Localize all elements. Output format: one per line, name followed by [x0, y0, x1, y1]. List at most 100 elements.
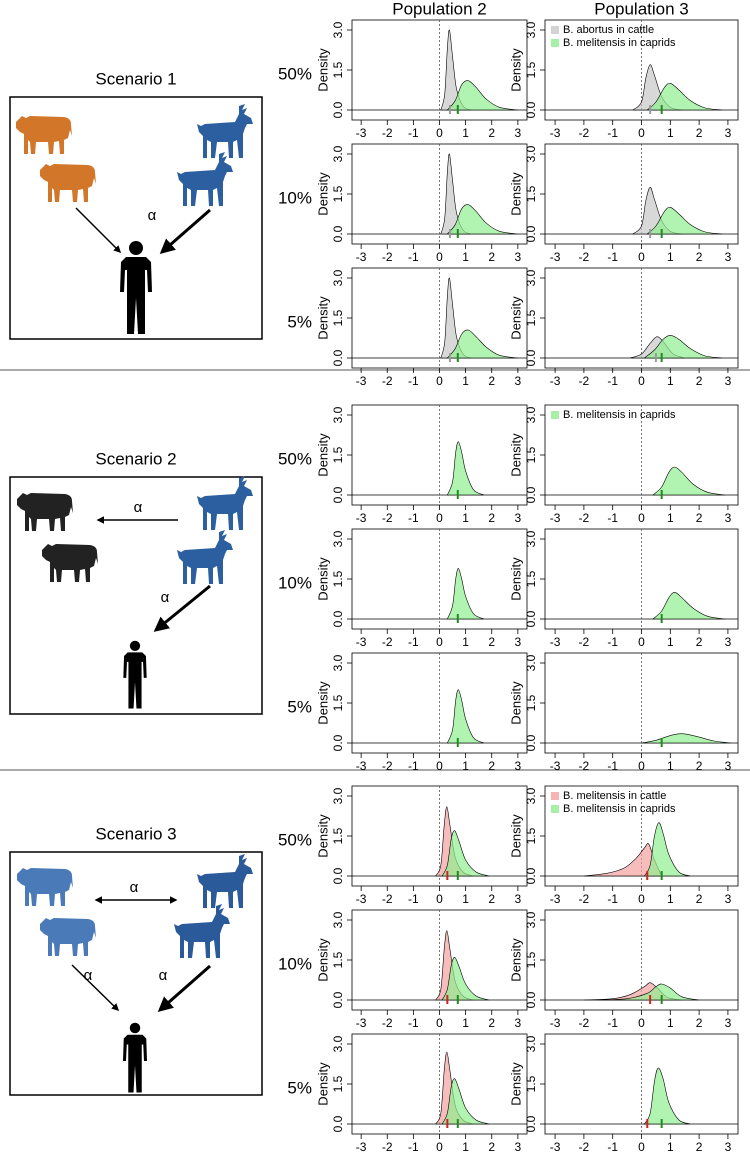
y-tick-label: 1.5 [331, 570, 345, 587]
y-tick-label: 1.5 [331, 185, 345, 202]
x-tick-label: -3 [550, 1140, 561, 1154]
x-tick-label: -3 [356, 1140, 367, 1154]
y-tick-label: 1.5 [331, 1075, 345, 1092]
x-tick-label: 2 [696, 374, 703, 388]
density-area [446, 80, 518, 111]
x-tick-label: -1 [607, 1016, 618, 1030]
density-area [446, 441, 485, 496]
row-label: 5% [287, 1078, 312, 1097]
x-tick-label: -2 [382, 1016, 393, 1030]
y-tick-label: 3.0 [331, 21, 345, 38]
y-tick-label: 3.0 [524, 145, 538, 162]
x-tick-label: -3 [550, 374, 561, 388]
x-tick-label: -1 [607, 126, 618, 140]
y-tick-label: 0.0 [524, 486, 538, 503]
arrow [157, 964, 211, 1012]
y-tick-label: 3.0 [331, 530, 345, 547]
x-tick-label: 1 [462, 759, 469, 773]
y-tick-label: 1.5 [331, 951, 345, 968]
scenario-box [9, 851, 263, 1096]
y-tick-label: 3.0 [524, 787, 538, 804]
x-tick-label: 0 [436, 635, 443, 649]
y-tick-label: 0.0 [331, 1115, 345, 1132]
x-tick-label: 3 [515, 759, 522, 773]
x-tick-label: -1 [408, 126, 419, 140]
y-tick-label: 0.0 [331, 225, 345, 242]
x-tick-label: -1 [607, 635, 618, 649]
goat [197, 476, 253, 530]
x-tick-label: -3 [550, 1016, 561, 1030]
scenario-box [9, 96, 263, 340]
y-axis-label: Density [508, 172, 523, 216]
x-tick-label: 2 [696, 511, 703, 525]
y-axis-label: Density [315, 433, 330, 477]
y-axis-label: Density [315, 1062, 330, 1106]
x-tick-label: -2 [382, 1140, 393, 1154]
x-axis-label: Coefficient value [392, 1155, 488, 1157]
density-area [441, 1078, 490, 1125]
x-tick-label: -1 [607, 511, 618, 525]
x-tick-label: -1 [607, 374, 618, 388]
y-axis-label: Density [508, 557, 523, 601]
density-area [652, 466, 726, 496]
y-tick-label: 0.0 [331, 734, 345, 751]
y-tick-label: 1.5 [524, 61, 538, 78]
row-label: 10% [278, 573, 312, 592]
x-tick-label: 3 [725, 126, 732, 140]
x-tick-label: -2 [382, 250, 393, 264]
row-label: 5% [287, 697, 312, 716]
y-tick-label: 3.0 [524, 21, 538, 38]
x-tick-label: 1 [667, 126, 674, 140]
y-tick-label: 1.5 [331, 446, 345, 463]
y-tick-label: 0.0 [331, 991, 345, 1008]
row-label: 10% [278, 188, 312, 207]
legend-swatch [551, 805, 559, 813]
x-tick-label: 3 [515, 635, 522, 649]
x-tick-label: 2 [488, 374, 495, 388]
x-tick-label: -2 [382, 374, 393, 388]
y-axis-label: Density [315, 557, 330, 601]
x-tick-label: -2 [382, 511, 393, 525]
arrow-label: α [130, 879, 139, 896]
row-label: 50% [278, 830, 312, 849]
arrow [75, 207, 122, 254]
x-tick-label: 1 [462, 1016, 469, 1030]
y-tick-label: 1.5 [524, 951, 538, 968]
arrow-label: α [161, 589, 170, 606]
person [123, 1022, 147, 1093]
row-label: 10% [278, 954, 312, 973]
x-tick-label: 1 [462, 1140, 469, 1154]
x-tick-label: -3 [356, 635, 367, 649]
x-tick-label: 0 [436, 374, 443, 388]
y-axis-label: Density [508, 433, 523, 477]
arrow [71, 964, 120, 1012]
x-tick-label: 1 [462, 126, 469, 140]
density-area [446, 689, 485, 744]
legend-label: B. abortus in cattle [563, 24, 654, 36]
y-tick-label: 1.5 [331, 827, 345, 844]
arrow [153, 584, 211, 632]
scenario-3: Scenario 3 α α α [9, 824, 263, 1096]
scenario-title: Scenario 2 [95, 449, 176, 468]
y-tick-label: 0.0 [331, 349, 345, 366]
x-tick-label: 1 [667, 374, 674, 388]
y-tick-label: 0.0 [524, 610, 538, 627]
x-tick-label: -3 [356, 759, 367, 773]
goat [177, 152, 233, 206]
y-axis-label: Density [315, 814, 330, 858]
x-tick-label: -1 [607, 892, 618, 906]
legend-label: B. melitensis in caprids [563, 803, 676, 815]
y-axis-label: Density [315, 172, 330, 216]
column-title: Population 3 [594, 0, 689, 18]
person [123, 640, 147, 709]
goat [177, 530, 233, 584]
